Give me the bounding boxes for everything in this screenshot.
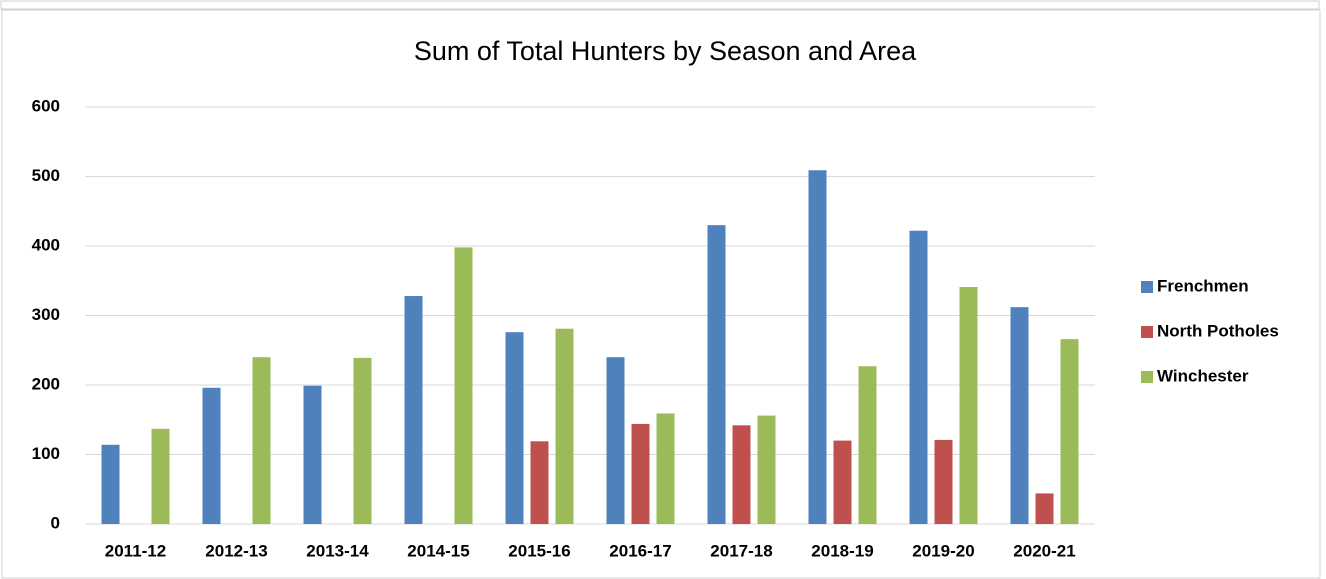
bar	[1035, 493, 1054, 524]
x-tick-label: 2020-21	[1013, 541, 1075, 560]
y-tick-label: 100	[32, 444, 60, 463]
legend-label: Winchester	[1157, 366, 1249, 385]
bar	[656, 413, 675, 524]
top-bar	[0, 0, 1320, 10]
legend-label: Frenchmen	[1157, 276, 1249, 295]
bar	[1010, 307, 1029, 524]
y-tick-label: 400	[32, 235, 60, 254]
x-tick-label: 2012-13	[205, 541, 267, 560]
chart-title: Sum of Total Hunters by Season and Area	[414, 36, 917, 66]
bar	[404, 296, 423, 524]
bar	[757, 415, 776, 524]
bar	[151, 428, 170, 524]
bar	[934, 439, 953, 524]
bar	[454, 247, 473, 524]
bar	[606, 357, 625, 524]
y-tick-label: 600	[32, 96, 60, 115]
x-tick-label: 2018-19	[811, 541, 873, 560]
bar	[252, 357, 271, 524]
y-tick-label: 300	[32, 305, 60, 324]
y-tick-label: 0	[51, 513, 60, 532]
bar	[833, 440, 852, 524]
x-tick-label: 2019-20	[912, 541, 974, 560]
y-tick-label: 200	[32, 374, 60, 393]
legend-swatch	[1141, 371, 1153, 383]
y-tick-label: 500	[32, 166, 60, 185]
bar	[631, 423, 650, 524]
bar	[858, 366, 877, 524]
bar	[353, 357, 372, 524]
bar	[303, 385, 322, 524]
bar	[808, 170, 827, 524]
x-tick-label: 2011-12	[105, 541, 166, 560]
bar	[909, 230, 928, 524]
bar	[1060, 339, 1079, 524]
legend-swatch	[1141, 281, 1153, 293]
bar	[530, 441, 549, 524]
bar	[707, 225, 726, 524]
x-tick-label: 2015-16	[508, 541, 570, 560]
bar	[202, 387, 221, 524]
legend-swatch	[1141, 326, 1153, 338]
bar	[732, 425, 751, 524]
bar	[505, 332, 524, 524]
x-tick-label: 2017-18	[710, 541, 772, 560]
bar	[959, 287, 978, 524]
x-tick-label: 2014-15	[407, 541, 469, 560]
legend-label: North Potholes	[1157, 321, 1279, 340]
x-tick-label: 2013-14	[306, 541, 369, 560]
bar	[101, 444, 120, 524]
x-tick-label: 2016-17	[609, 541, 671, 560]
bar	[555, 328, 574, 524]
